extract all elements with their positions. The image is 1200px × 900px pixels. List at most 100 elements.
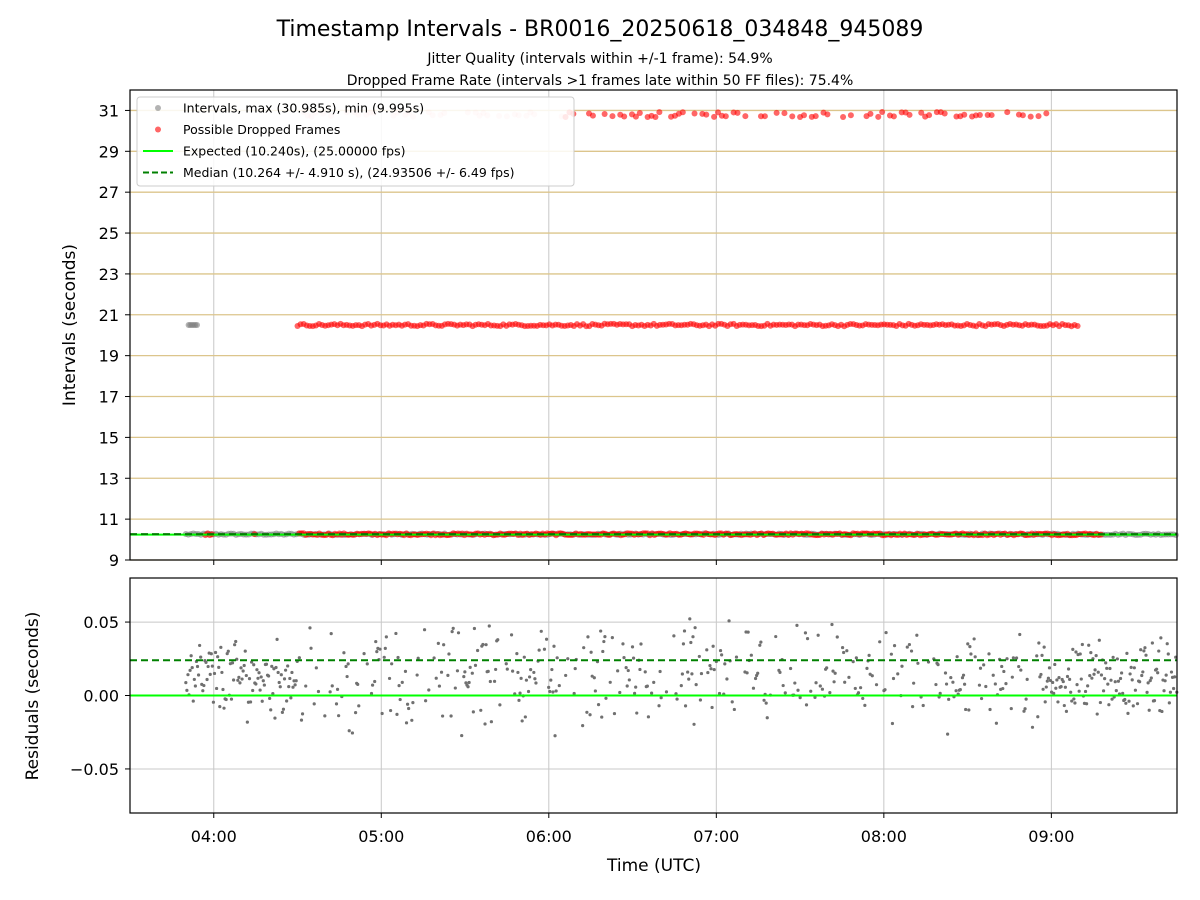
residual-point — [522, 655, 526, 659]
residual-point — [1045, 679, 1049, 683]
residual-point — [552, 644, 556, 648]
residual-point — [527, 675, 532, 679]
legend-label: Possible Dropped Frames — [183, 122, 340, 137]
residual-point — [550, 667, 554, 672]
residual-point — [216, 655, 220, 659]
residual-point — [342, 651, 346, 655]
residual-point — [693, 626, 697, 630]
residual-point — [1140, 673, 1144, 678]
residual-point — [1069, 690, 1073, 694]
residual-point — [633, 691, 637, 695]
residual-point — [1138, 680, 1142, 684]
residual-point — [1135, 702, 1140, 706]
residual-point — [262, 683, 266, 687]
residual-point — [711, 644, 715, 648]
residual-point — [407, 706, 411, 711]
dropped-frame-point — [1027, 113, 1034, 120]
dropped-frame-point — [722, 113, 729, 120]
residual-point — [1046, 676, 1051, 680]
residual-point — [618, 690, 622, 695]
residual-point — [582, 646, 586, 650]
residual-point — [938, 691, 942, 695]
residual-point — [208, 672, 212, 677]
residual-point — [498, 703, 502, 707]
dropped-frame-point — [890, 113, 897, 120]
residual-point — [691, 635, 695, 639]
residual-point — [1132, 666, 1136, 670]
residual-point — [1169, 670, 1174, 674]
intervals-y-tick-label: 29 — [99, 142, 119, 161]
residual-point — [184, 681, 188, 685]
residual-point — [210, 664, 214, 668]
residual-point — [592, 676, 596, 680]
residual-point — [825, 666, 829, 670]
residual-point — [222, 706, 226, 710]
residual-point — [247, 677, 252, 681]
residual-point — [966, 642, 970, 646]
residual-point — [297, 656, 301, 660]
residual-point — [185, 688, 189, 692]
residual-point — [213, 650, 218, 655]
residual-point — [573, 666, 577, 671]
residual-point — [890, 721, 895, 726]
residual-point — [717, 691, 722, 696]
residual-point — [624, 666, 628, 670]
residual-point — [553, 734, 557, 738]
residual-point — [853, 686, 857, 691]
dropped-frame-point — [742, 113, 749, 120]
residual-point — [1163, 679, 1167, 683]
residual-point — [193, 684, 197, 688]
residual-point — [205, 677, 209, 682]
residual-point — [280, 710, 284, 714]
residual-point — [1014, 656, 1019, 660]
residual-point — [1018, 632, 1022, 637]
residual-point — [795, 623, 799, 627]
residuals-marks — [130, 617, 1179, 738]
residual-point — [1152, 699, 1157, 703]
residual-point — [251, 688, 255, 693]
dropped-frame-point — [703, 111, 710, 118]
residual-point — [404, 721, 409, 725]
residual-point — [1093, 668, 1097, 672]
residual-point — [831, 669, 835, 673]
residual-point — [751, 686, 756, 690]
residual-point — [224, 697, 228, 702]
residual-point — [466, 685, 470, 689]
residual-point — [1019, 668, 1023, 672]
residual-point — [1044, 685, 1048, 689]
residual-point — [658, 669, 662, 674]
residual-point — [473, 663, 478, 668]
residual-point — [586, 635, 590, 639]
residual-point — [910, 705, 915, 709]
residual-point — [694, 683, 698, 687]
residual-point — [488, 679, 492, 684]
residual-point — [219, 645, 223, 649]
residual-point — [382, 655, 386, 659]
residual-point — [1042, 645, 1046, 649]
residual-point — [347, 729, 351, 733]
residual-point — [1040, 653, 1044, 657]
residual-point — [1036, 715, 1040, 719]
residual-point — [304, 684, 308, 688]
residual-point — [1023, 707, 1027, 711]
residual-point — [252, 663, 256, 667]
residual-point — [867, 653, 871, 657]
residual-point — [557, 683, 561, 688]
residual-point — [664, 690, 669, 694]
residual-point — [1143, 646, 1147, 650]
residual-point — [548, 689, 552, 694]
residual-point — [988, 707, 992, 712]
residual-point — [612, 711, 617, 716]
residual-point — [335, 687, 340, 691]
dropped-frame-point — [840, 114, 847, 121]
residual-point — [260, 699, 264, 703]
residual-point — [1164, 673, 1168, 677]
residual-point — [1096, 670, 1100, 674]
residual-point — [539, 629, 543, 633]
intervals-y-tick-label: 31 — [99, 101, 119, 120]
dropped-frame-point — [988, 112, 995, 119]
residual-point — [221, 687, 225, 692]
residual-point — [905, 645, 909, 649]
residual-point — [1061, 679, 1065, 684]
residual-point — [730, 700, 734, 704]
